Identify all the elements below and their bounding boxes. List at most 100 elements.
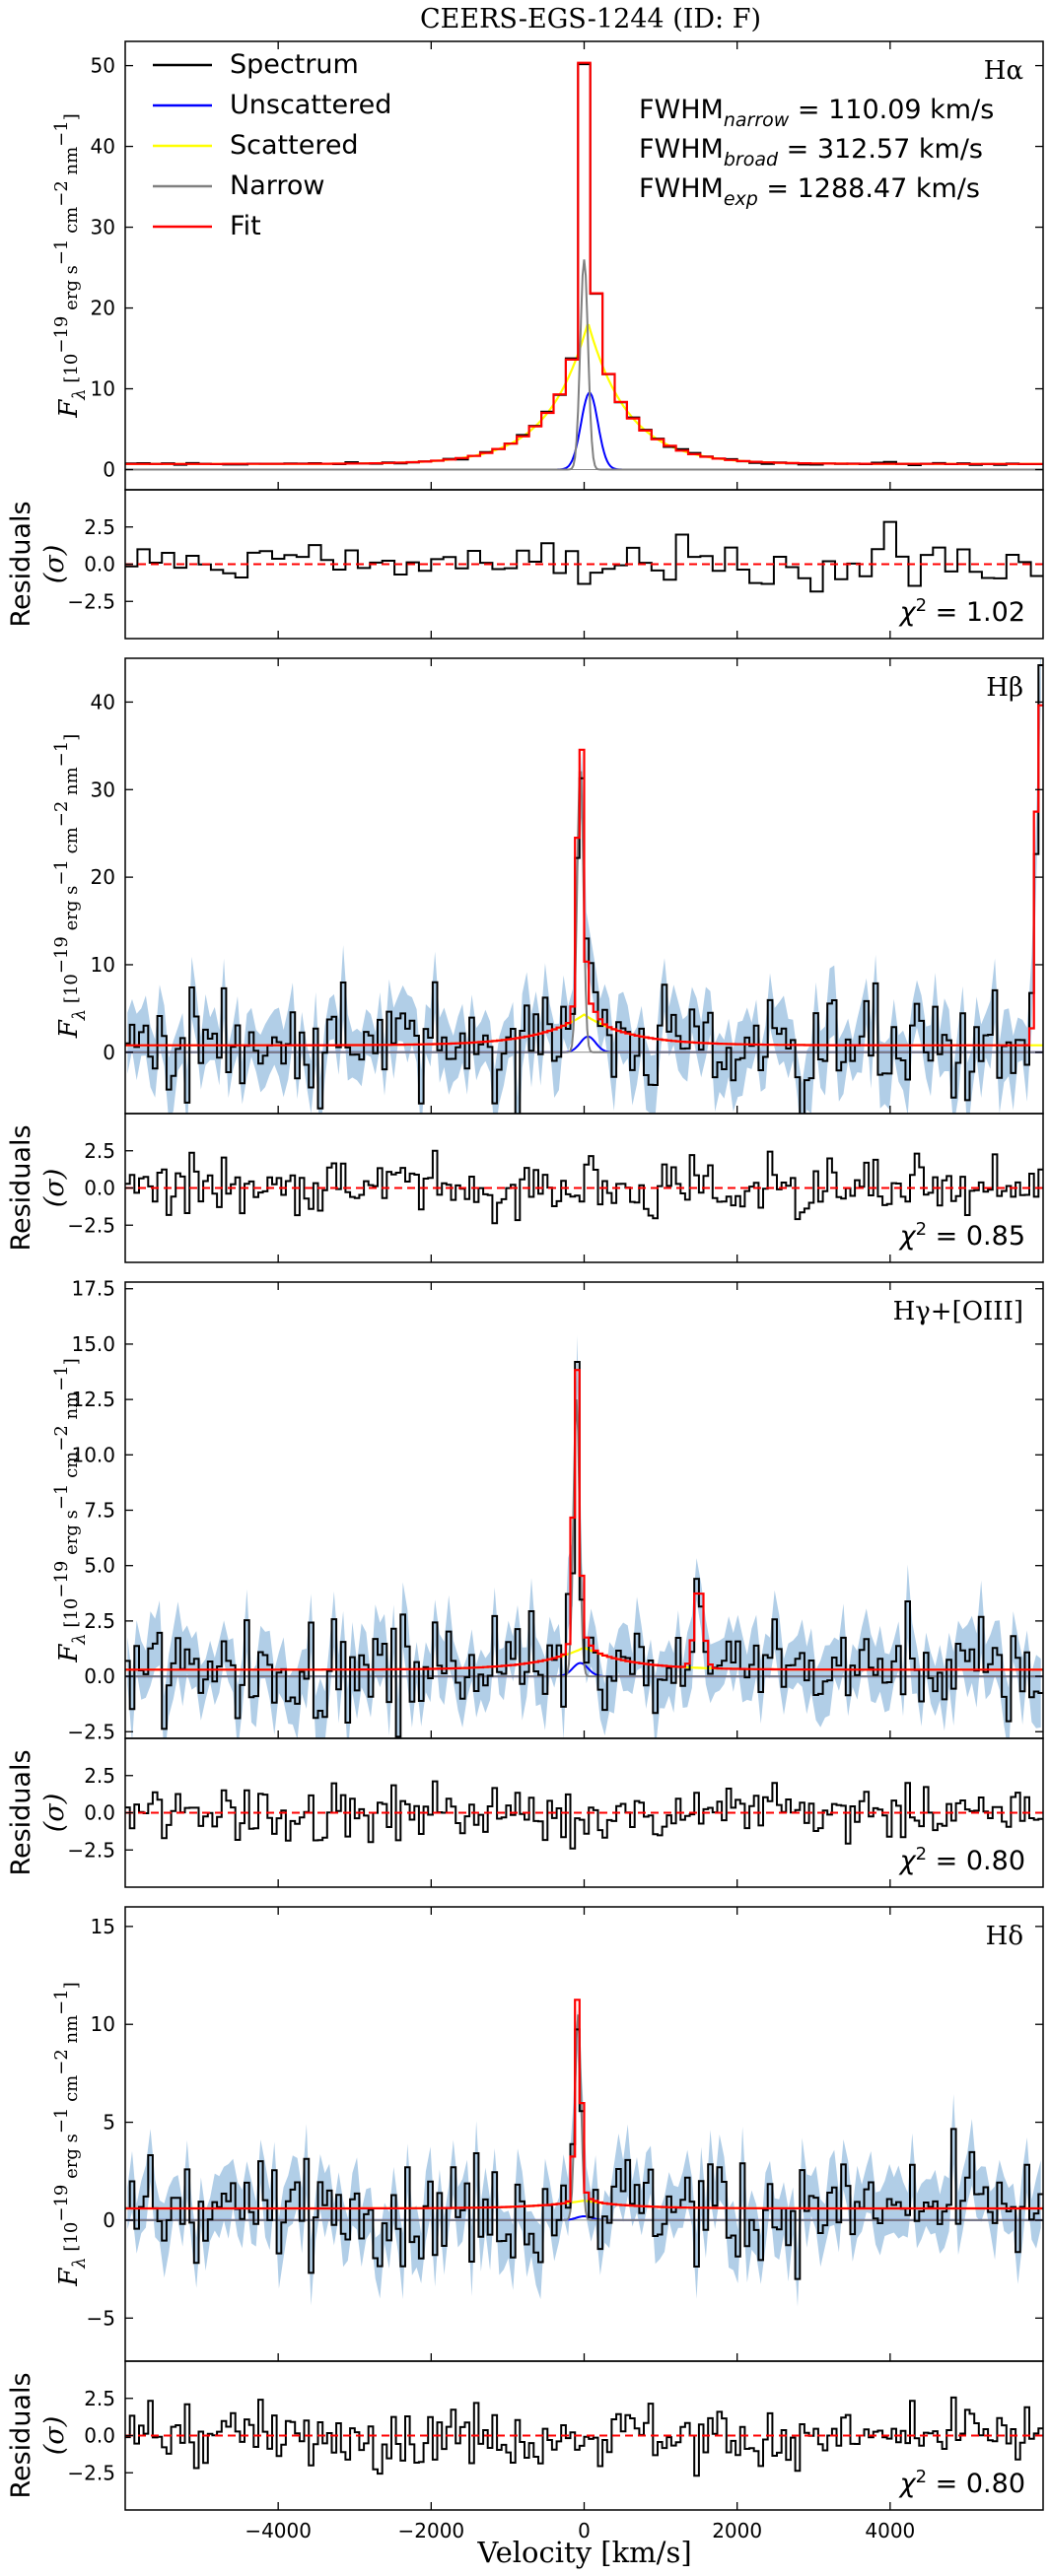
line-label: Hγ+[OIII] xyxy=(893,1297,1023,1326)
y-tick-label: 17.5 xyxy=(71,1277,115,1301)
y-tick-label: 2.5 xyxy=(84,1764,115,1788)
y-tick-label: −2.5 xyxy=(67,1720,115,1743)
y-tick-label: 0 xyxy=(103,2208,115,2232)
x-tick-label: 2000 xyxy=(712,2519,762,2542)
y-tick-label: 10 xyxy=(91,2012,115,2036)
fwhm-text: FWHMbroad = 312.57 km/s xyxy=(639,134,983,170)
x-tick-label: 4000 xyxy=(865,2519,915,2542)
legend-label: Fit xyxy=(230,211,261,241)
chi2-label: χ2 = 0.85 xyxy=(898,1219,1025,1252)
y-tick-label: 10 xyxy=(91,953,115,977)
line-label: Hα xyxy=(984,56,1023,86)
scattered-curve xyxy=(125,323,1043,465)
y-tick-label: 2.5 xyxy=(84,515,115,539)
fit-line xyxy=(125,704,1043,1047)
legend-label: Unscattered xyxy=(230,90,391,120)
narrow-curve xyxy=(125,259,1043,471)
panel-1: 0 10 20 30 40 Hβ Fλ [10−19 erg s−1 cm−2 nm−1] −… xyxy=(6,657,1044,1263)
plot-area xyxy=(125,61,1043,471)
y-tick-label: 15 xyxy=(91,1915,115,1938)
y-tick-label: 20 xyxy=(91,297,115,320)
y-axis-label: Fλ [10−19 erg s−1 cm−2 nm−1] xyxy=(51,113,90,419)
legend-label: Scattered xyxy=(230,130,359,161)
x-tick-label: −2000 xyxy=(398,2519,465,2542)
x-tick-label: 0 xyxy=(578,2519,591,2542)
error-band xyxy=(127,1335,1041,1738)
residual-ylabel: Residuals xyxy=(6,2372,36,2498)
y-tick-label: 10.0 xyxy=(71,1443,115,1466)
residual-panel-3: −2.5 0.0 2.5 χ2 = 0.80 Residuals (σ) −4000 −200… xyxy=(6,2360,1044,2542)
fit-line xyxy=(125,61,1043,465)
residual-panel-2: −2.5 0.0 2.5 χ2 = 0.80 Residuals (σ) xyxy=(6,1737,1044,1888)
y-tick-label: 10 xyxy=(91,377,115,401)
residual-ylabel: (σ) xyxy=(39,1169,70,1208)
spectrum-line xyxy=(125,1361,1043,1738)
y-tick-label: 2.5 xyxy=(84,1609,115,1633)
residual-line xyxy=(125,2396,1043,2477)
y-tick-label: 0.0 xyxy=(84,1801,115,1825)
fit-line xyxy=(125,1999,1043,2210)
figure-title: CEERS-EGS-1244 (ID: F) xyxy=(420,4,761,34)
residual-line xyxy=(125,1149,1043,1225)
y-axis-label: Fλ [10−19 erg s−1 cm−2 nm−1] xyxy=(51,1358,90,1663)
fit-line xyxy=(125,1369,1043,1671)
panel-0: 0 10 20 30 40 50 Hα Fλ [10−19 erg s−1 cm−2 nm−1… xyxy=(6,40,1044,640)
unscattered-curve xyxy=(125,391,1043,471)
y-axis-label: Fλ [10−19 erg s−1 cm−2 nm−1] xyxy=(51,734,90,1040)
y-tick-label: 2.5 xyxy=(84,1139,115,1163)
y-tick-label: 30 xyxy=(91,778,115,801)
residual-ylabel: (σ) xyxy=(39,1794,70,1833)
plot-area xyxy=(125,658,1043,1114)
chi2-label: χ2 = 1.02 xyxy=(898,595,1025,628)
residual-panel-1: −2.5 0.0 2.5 χ2 = 0.85 Residuals (σ) xyxy=(6,1113,1044,1263)
error-band xyxy=(127,658,1041,1114)
chi2-label: χ2 = 0.80 xyxy=(898,1844,1025,1876)
y-tick-label: 40 xyxy=(91,135,115,159)
legend-label: Narrow xyxy=(230,170,324,201)
y-tick-label: 0 xyxy=(103,1041,115,1064)
residual-ylabel: (σ) xyxy=(39,2416,70,2456)
y-tick-label: 7.5 xyxy=(84,1499,115,1523)
x-tick-label: −4000 xyxy=(245,2519,312,2542)
y-tick-label: 0.0 xyxy=(84,1664,115,1688)
line-label: Hδ xyxy=(986,1922,1023,1951)
residual-ylabel: Residuals xyxy=(6,1749,36,1875)
y-tick-label: 12.5 xyxy=(71,1388,115,1411)
plot-area xyxy=(125,1335,1043,1738)
y-tick-label: −2.5 xyxy=(67,1213,115,1237)
y-axis-label: Fλ [10−19 erg s−1 cm−2 nm−1] xyxy=(51,1982,90,2287)
y-tick-label: 20 xyxy=(91,865,115,889)
panel-2: −2.5 0.0 2.5 5.0 7.5 10.0 12.5 15.0 17.5 Hγ+[OIII… xyxy=(6,1277,1044,1888)
residual-ylabel: Residuals xyxy=(6,1124,36,1251)
y-tick-label: 0.0 xyxy=(84,2424,115,2448)
panel-3: −5 0 5 10 15 Hδ Fλ [10−19 erg s−1 cm−2 nm−1] −2… xyxy=(6,1906,1044,2542)
residual-line xyxy=(125,520,1043,593)
chi2-label: χ2 = 0.80 xyxy=(898,2467,1025,2499)
residual-line xyxy=(125,1780,1043,1850)
fwhm-text: FWHMexp = 1288.47 km/s xyxy=(639,173,980,210)
residual-panel-0: −2.5 0.0 2.5 χ2 = 1.02 Residuals (σ) xyxy=(6,489,1044,640)
y-tick-label: −2.5 xyxy=(67,589,115,613)
residual-ylabel: Residuals xyxy=(6,501,36,627)
y-tick-label: −2.5 xyxy=(67,2461,115,2484)
legend-label: Spectrum xyxy=(230,49,359,80)
y-tick-label: 5 xyxy=(103,2111,115,2135)
y-tick-label: 30 xyxy=(91,216,115,239)
y-tick-label: 0 xyxy=(103,458,115,482)
y-tick-label: 0.0 xyxy=(84,1177,115,1200)
y-tick-label: −2.5 xyxy=(67,1838,115,1862)
y-tick-label: 0.0 xyxy=(84,553,115,576)
y-tick-label: 40 xyxy=(91,690,115,713)
narrow-curve xyxy=(125,1399,1043,1678)
y-tick-label: −5 xyxy=(87,2306,115,2330)
line-label: Hβ xyxy=(986,673,1023,703)
y-tick-label: 15.0 xyxy=(71,1332,115,1356)
y-tick-label: 2.5 xyxy=(84,2387,115,2410)
y-tick-label: 5.0 xyxy=(84,1554,115,1578)
fwhm-text: FWHMnarrow = 110.09 km/s xyxy=(639,95,994,131)
x-axis-label: Velocity [km/s] xyxy=(476,2536,691,2569)
residual-ylabel: (σ) xyxy=(39,545,70,584)
y-tick-label: 50 xyxy=(91,54,115,78)
plot-area xyxy=(125,1999,1043,2307)
